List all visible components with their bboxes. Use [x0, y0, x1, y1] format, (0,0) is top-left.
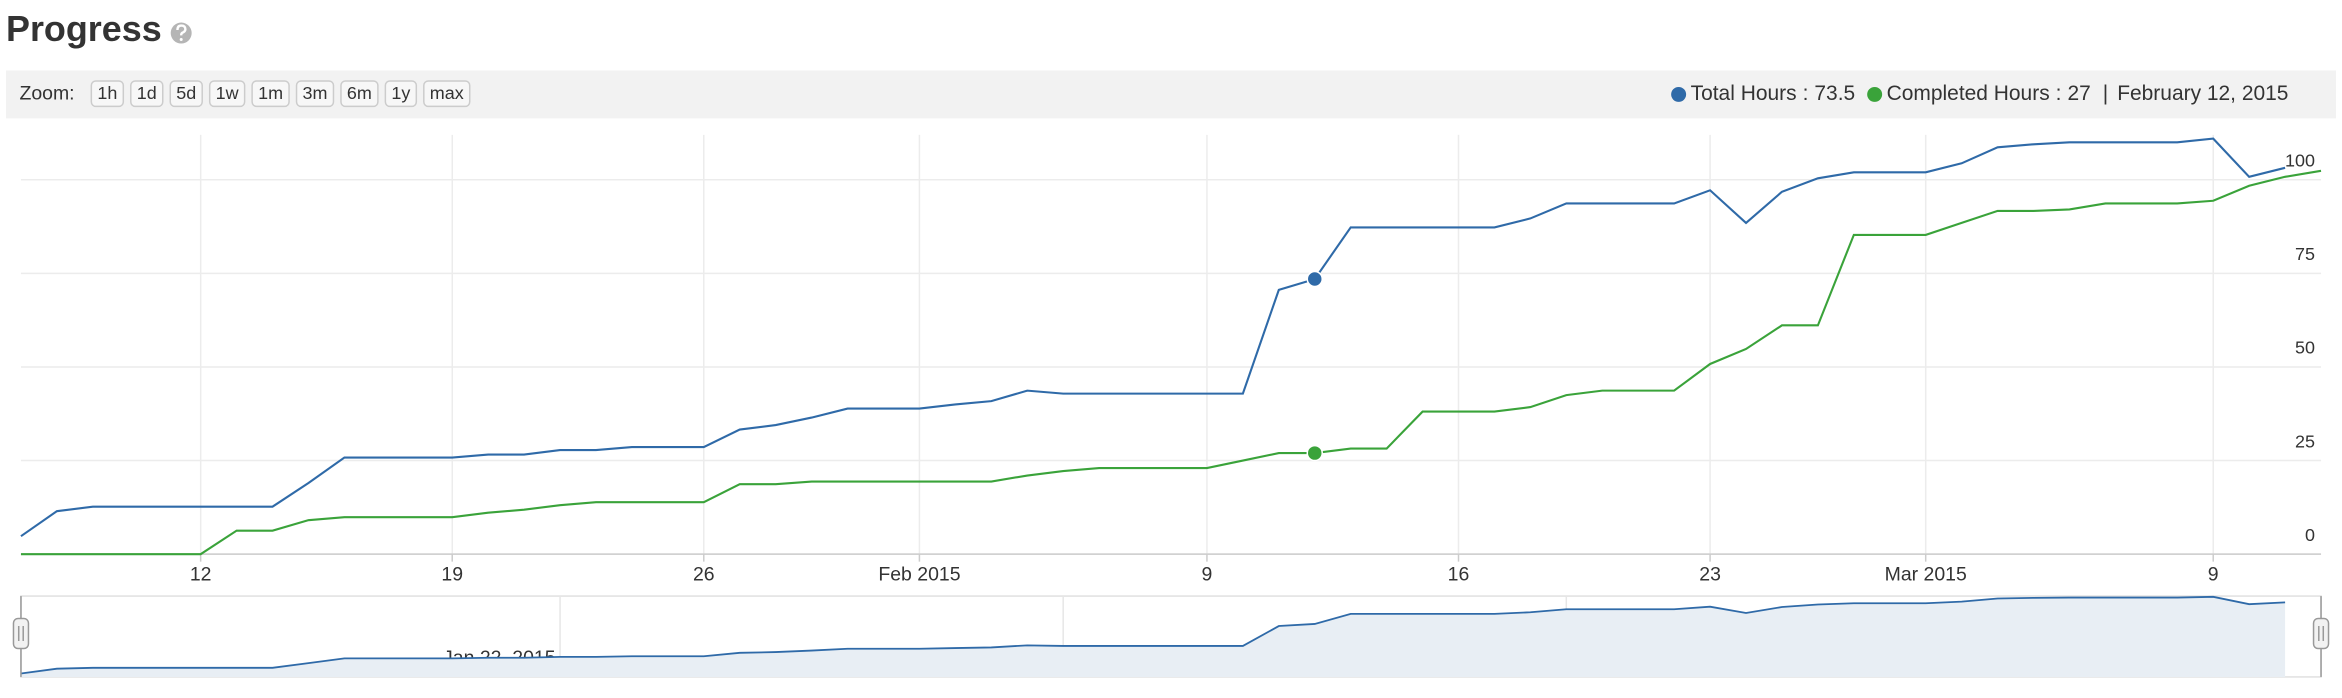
x-tick-label: 12 — [190, 563, 212, 585]
zoom-button[interactable] — [295, 80, 335, 108]
page-title: Progress — [6, 8, 162, 49]
navigator-grip — [17, 626, 24, 642]
help-icon[interactable] — [170, 22, 192, 44]
zoom-button-label[interactable]: 5d — [176, 83, 196, 103]
line-series — [20, 137, 2286, 538]
zoom-button-label[interactable]: 1m — [258, 83, 283, 103]
zoom-button-label[interactable]: 1y — [391, 83, 410, 103]
x-tick-label: Mar 2015 — [1885, 563, 1967, 585]
legend-separator: : — [1803, 82, 1809, 105]
zoom-button[interactable] — [340, 80, 379, 108]
zoom-button-label[interactable]: max — [430, 83, 464, 103]
x-tick-label: 9 — [1202, 563, 1213, 585]
zoom-button-label[interactable]: 6m — [347, 83, 372, 103]
zoom-button[interactable] — [251, 80, 290, 108]
line-series — [20, 169, 2322, 556]
legend-divider: | — [2103, 82, 2108, 105]
y-tick-label: 75 — [2295, 244, 2315, 264]
zoom-button[interactable] — [208, 80, 246, 108]
legend-label[interactable]: Total Hours — [1691, 82, 1797, 105]
zoom-button-label[interactable]: 1w — [216, 83, 240, 103]
x-tick-label: 9 — [2208, 563, 2219, 585]
x-tick-label: 19 — [441, 563, 463, 585]
legend-date: February 12, 2015 — [2117, 82, 2288, 105]
x-tick-label: 26 — [693, 563, 715, 585]
zoom-button[interactable] — [169, 80, 203, 108]
zoom-button-label[interactable]: 1h — [97, 83, 117, 103]
legend-separator: : — [2056, 82, 2062, 105]
zoom-button[interactable] — [384, 80, 418, 108]
y-tick-label: 100 — [2285, 151, 2315, 171]
x-tick-label: 16 — [1448, 563, 1470, 585]
legend-value: 73.5 — [1814, 82, 1855, 105]
zoom-button-label[interactable]: 1d — [137, 83, 157, 103]
navigator-line — [20, 595, 2286, 675]
highlight-point — [1306, 444, 1323, 462]
legend-marker — [1867, 86, 1883, 102]
navigator-handle[interactable] — [2312, 617, 2330, 650]
zoom-label: Zoom: — [19, 83, 74, 105]
x-tick-label: 23 — [1699, 563, 1721, 585]
legend-value: 27 — [2067, 82, 2090, 105]
x-tick-label: Feb 2015 — [878, 563, 960, 585]
zoom-button[interactable] — [130, 80, 164, 108]
legend-label[interactable]: Completed Hours — [1887, 82, 2050, 105]
zoom-button-label[interactable]: 3m — [303, 83, 328, 103]
zoom-button[interactable] — [90, 80, 125, 108]
navigator-handle[interactable] — [12, 617, 30, 650]
highlight-point — [1306, 270, 1323, 288]
y-tick-label: 50 — [2295, 338, 2315, 358]
navigator-grip — [2318, 626, 2325, 642]
y-tick-label: 25 — [2295, 431, 2315, 451]
zoom-button[interactable] — [423, 80, 471, 108]
y-tick-label: 0 — [2305, 525, 2315, 545]
legend-marker — [1671, 86, 1687, 102]
